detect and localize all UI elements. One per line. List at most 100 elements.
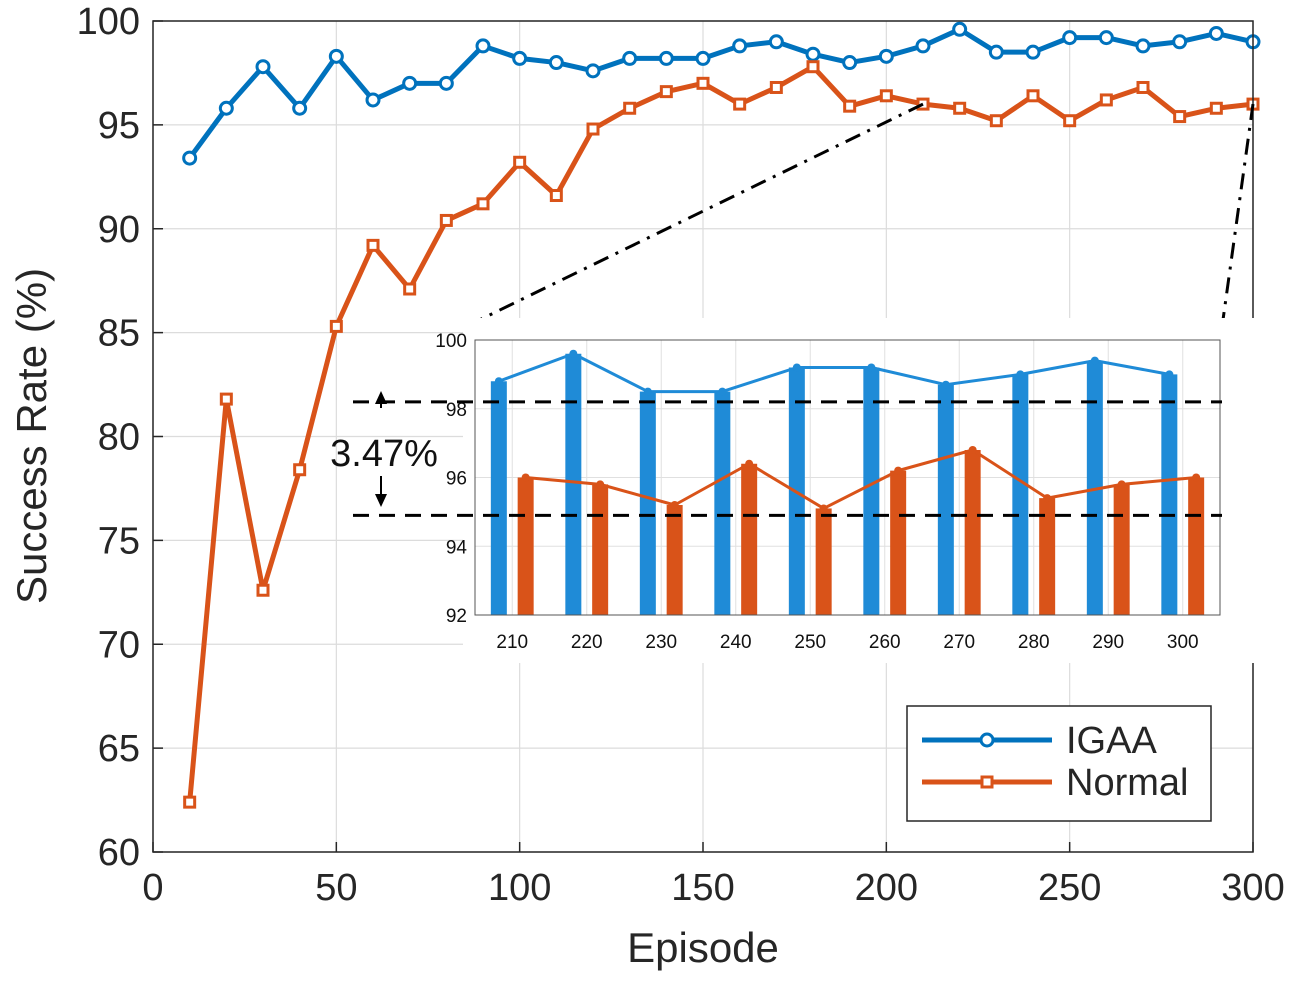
inset-point-normal bbox=[521, 473, 530, 482]
inset-bar-normal bbox=[1039, 498, 1056, 615]
main-y-tick-label: 75 bbox=[98, 520, 140, 562]
main-point-igaa bbox=[402, 75, 418, 91]
legend-label-normal: Normal bbox=[1066, 762, 1188, 804]
inset-y-tick-label: 98 bbox=[446, 400, 467, 421]
inset-x-tick-label: 210 bbox=[496, 632, 528, 653]
main-point-igaa bbox=[878, 48, 894, 64]
main-y-ticks: 60 65 70 75 80 85 90 95 100 bbox=[77, 1, 163, 874]
legend: IGAA Normal bbox=[906, 705, 1212, 822]
inset-point-normal bbox=[894, 466, 903, 475]
main-point-igaa bbox=[622, 50, 638, 66]
inset-y-tick-label: 96 bbox=[446, 469, 467, 490]
main-x-tick-label: 150 bbox=[671, 867, 734, 909]
main-y-tick-label: 95 bbox=[98, 105, 140, 147]
main-point-normal bbox=[623, 101, 637, 115]
main-point-igaa bbox=[842, 55, 858, 71]
main-y-tick-label: 70 bbox=[98, 624, 140, 666]
main-point-igaa bbox=[182, 150, 198, 166]
main-point-normal bbox=[769, 80, 783, 94]
inset-bar-normal bbox=[964, 450, 981, 615]
inset-point-igaa bbox=[1016, 370, 1025, 379]
main-point-normal bbox=[696, 76, 710, 90]
main-point-normal bbox=[1209, 101, 1223, 115]
inset-plot: 210 220 230 240 250 260 270 280 290 300 92 94 96 98 1… bbox=[435, 318, 1263, 663]
main-point-igaa bbox=[695, 50, 711, 66]
main-point-normal bbox=[219, 392, 233, 406]
main-point-normal bbox=[843, 99, 857, 113]
main-x-tick-label: 0 bbox=[142, 867, 163, 909]
inset-y-tick-label: 100 bbox=[435, 331, 467, 352]
inset-line-igaa bbox=[498, 352, 1170, 394]
main-point-normal bbox=[1099, 93, 1113, 107]
main-point-normal bbox=[1136, 80, 1150, 94]
inset-point-normal bbox=[670, 501, 679, 509]
main-x-tick-label: 200 bbox=[855, 867, 918, 909]
inset-bar-normal bbox=[666, 505, 683, 615]
main-point-igaa bbox=[292, 100, 308, 116]
inset-x-tick-label: 230 bbox=[645, 632, 677, 653]
inset-point-normal bbox=[1043, 494, 1052, 503]
inset-x-tick-label: 270 bbox=[943, 632, 975, 653]
main-y-tick-label: 60 bbox=[98, 832, 140, 874]
main-point-igaa bbox=[475, 38, 491, 54]
inset-y-ticks: 92 94 96 98 100 bbox=[435, 331, 467, 627]
inset-x-tick-label: 280 bbox=[1018, 632, 1050, 653]
legend-label-igaa: IGAA bbox=[1066, 720, 1157, 762]
inset-point-igaa bbox=[1090, 356, 1099, 365]
inset-point-normal bbox=[1117, 480, 1126, 489]
main-point-normal bbox=[549, 189, 563, 203]
inset-bar-igaa bbox=[1012, 374, 1029, 615]
main-x-ticks: 0 50 100 150 200 250 300 bbox=[142, 842, 1285, 909]
inset-line-normal bbox=[525, 448, 1197, 510]
main-point-igaa bbox=[1098, 30, 1114, 46]
main-point-normal bbox=[183, 795, 197, 809]
main-point-igaa bbox=[952, 21, 968, 37]
inset-x-ticks: 210 220 230 240 250 260 270 280 290 300 bbox=[496, 632, 1198, 653]
inset-point-igaa bbox=[494, 377, 503, 386]
main-point-normal bbox=[1173, 110, 1187, 124]
inset-point-igaa bbox=[941, 380, 950, 389]
main-point-normal bbox=[439, 213, 453, 227]
inset-bar-normal bbox=[815, 508, 832, 615]
main-point-igaa bbox=[1208, 25, 1224, 41]
inset-y-tick-label: 92 bbox=[446, 606, 467, 627]
main-point-igaa bbox=[255, 59, 271, 75]
legend-marker-igaa bbox=[979, 732, 995, 748]
main-y-tick-label: 65 bbox=[98, 728, 140, 770]
inset-x-tick-label: 250 bbox=[794, 632, 826, 653]
main-point-igaa bbox=[768, 34, 784, 50]
main-point-igaa bbox=[512, 50, 528, 66]
inset-bar-igaa bbox=[490, 381, 507, 615]
difference-annotation: 3.47% bbox=[330, 391, 1222, 517]
inset-bar-normal bbox=[517, 477, 534, 615]
y-axis-label: Success Rate (%) bbox=[8, 268, 55, 604]
x-axis-label: Episode bbox=[627, 924, 779, 971]
difference-label: 3.47% bbox=[330, 433, 438, 475]
main-point-igaa bbox=[585, 63, 601, 79]
inset-point-normal bbox=[819, 504, 828, 513]
inset-point-igaa bbox=[1165, 370, 1174, 379]
main-x-tick-label: 250 bbox=[1038, 867, 1101, 909]
main-point-normal bbox=[659, 85, 673, 99]
inset-bar-normal bbox=[741, 463, 758, 615]
main-point-normal bbox=[879, 89, 893, 103]
main-point-normal bbox=[476, 197, 490, 211]
main-point-normal bbox=[1063, 114, 1077, 128]
main-point-normal bbox=[256, 583, 270, 597]
main-point-igaa bbox=[805, 46, 821, 62]
legend-marker-normal bbox=[980, 775, 994, 789]
inset-point-igaa bbox=[569, 349, 578, 358]
main-point-normal bbox=[989, 114, 1003, 128]
inset-x-tick-label: 290 bbox=[1092, 632, 1124, 653]
main-x-tick-label: 50 bbox=[315, 867, 357, 909]
main-y-tick-label: 85 bbox=[98, 313, 140, 355]
main-point-igaa bbox=[915, 38, 931, 54]
inset-bar-normal bbox=[1188, 477, 1205, 615]
main-series bbox=[182, 21, 1261, 809]
main-point-normal bbox=[329, 319, 343, 333]
zoom-connector-right bbox=[1220, 103, 1255, 328]
inset-point-igaa bbox=[792, 363, 801, 372]
zoom-connector-left bbox=[464, 102, 924, 329]
main-point-igaa bbox=[732, 38, 748, 54]
